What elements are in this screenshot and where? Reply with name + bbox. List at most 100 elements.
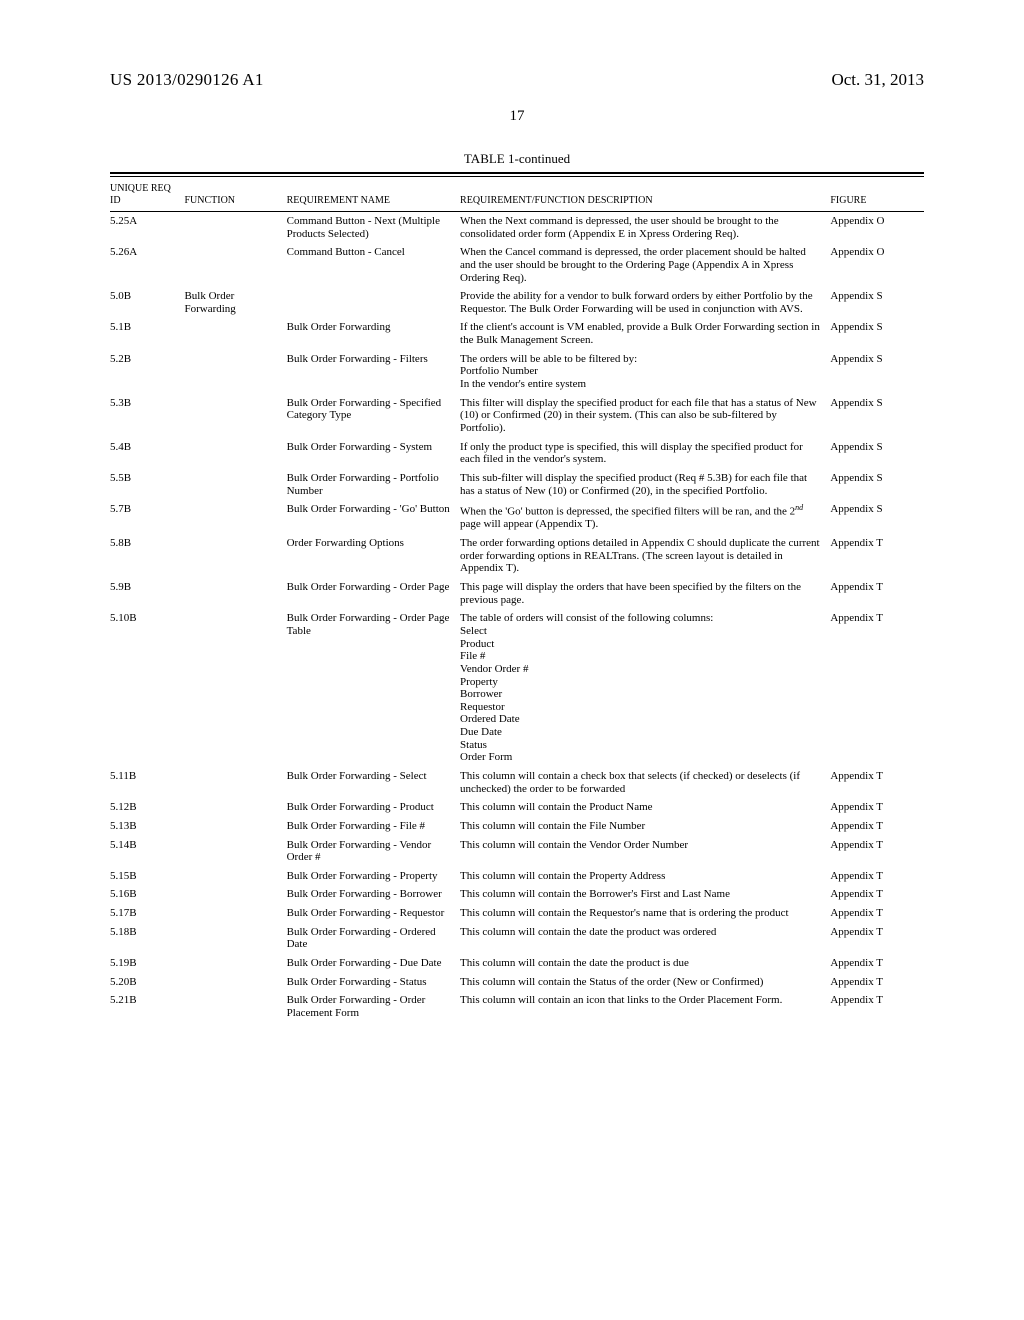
col-header-func: FUNCTION xyxy=(184,179,286,212)
col-header-desc: REQUIREMENT/FUNCTION DESCRIPTION xyxy=(460,179,830,212)
cell-figure: Appendix T xyxy=(830,923,924,954)
cell-req-id: 5.12B xyxy=(110,798,184,817)
cell-req-id: 5.20B xyxy=(110,973,184,992)
cell-function: Bulk Order Forwarding xyxy=(184,287,286,318)
cell-function xyxy=(184,350,286,394)
cell-req-id: 5.9B xyxy=(110,578,184,609)
cell-figure: Appendix T xyxy=(830,817,924,836)
cell-requirement-name: Bulk Order Forwarding xyxy=(287,318,460,349)
cell-figure: Appendix S xyxy=(830,287,924,318)
cell-function xyxy=(184,954,286,973)
cell-figure: Appendix T xyxy=(830,867,924,886)
cell-figure: Appendix T xyxy=(830,609,924,767)
cell-description: When the Next command is depressed, the … xyxy=(460,212,830,244)
cell-description: This filter will display the specified p… xyxy=(460,394,830,438)
cell-requirement-name: Bulk Order Forwarding - File # xyxy=(287,817,460,836)
cell-req-id: 5.25A xyxy=(110,212,184,244)
cell-function xyxy=(184,836,286,867)
table-row: 5.13B Bulk Order Forwarding - File #This … xyxy=(110,817,924,836)
table-row: 5.11B Bulk Order Forwarding - SelectThis … xyxy=(110,767,924,798)
cell-description: This page will display the orders that h… xyxy=(460,578,830,609)
cell-function xyxy=(184,394,286,438)
table-row: 5.17B Bulk Order Forwarding - RequestorTh… xyxy=(110,904,924,923)
table-title: TABLE 1-continued xyxy=(110,151,924,167)
cell-description: This column will contain the date the pr… xyxy=(460,954,830,973)
table-row: 5.16BBulk Order Forwarding - BorrowerThi… xyxy=(110,885,924,904)
cell-description: This column will contain an icon that li… xyxy=(460,991,830,1022)
publication-number: US 2013/0290126 A1 xyxy=(110,70,264,90)
table-row: 5.21BBulk Order Forwarding - Order Place… xyxy=(110,991,924,1022)
cell-requirement-name: Bulk Order Forwarding - Property xyxy=(287,867,460,886)
cell-function xyxy=(184,923,286,954)
table-row: 5.0BBulk Order Forwarding Provide the abi… xyxy=(110,287,924,318)
cell-description: When the Cancel command is depressed, th… xyxy=(460,243,830,287)
cell-figure: Appendix T xyxy=(830,798,924,817)
cell-figure: Appendix S xyxy=(830,318,924,349)
cell-req-id: 5.7B xyxy=(110,500,184,534)
table-row: 5.18BBulk Order Forwarding - Ordered Dat… xyxy=(110,923,924,954)
table-row: 5.9B Bulk Order Forwarding - Order PageTh… xyxy=(110,578,924,609)
cell-requirement-name: Order Forwarding Options xyxy=(287,534,460,578)
cell-req-id: 5.5B xyxy=(110,469,184,500)
cell-function xyxy=(184,243,286,287)
cell-req-id: 5.0B xyxy=(110,287,184,318)
cell-figure: Appendix T xyxy=(830,534,924,578)
cell-req-id: 5.8B xyxy=(110,534,184,578)
cell-requirement-name: Bulk Order Forwarding - Status xyxy=(287,973,460,992)
table-row: 5.19B Bulk Order Forwarding - Due DateThi… xyxy=(110,954,924,973)
table-row: 5.12B Bulk Order Forwarding - ProductThis… xyxy=(110,798,924,817)
table-row: 5.4B Bulk Order Forwarding - SystemIf onl… xyxy=(110,438,924,469)
publication-date: Oct. 31, 2013 xyxy=(831,70,924,90)
cell-description: If only the product type is specified, t… xyxy=(460,438,830,469)
col-header-rname: REQUIREMENT NAME xyxy=(287,179,460,212)
cell-requirement-name: Command Button - Next (Multiple Products… xyxy=(287,212,460,244)
cell-function xyxy=(184,318,286,349)
cell-description: If the client's account is VM enabled, p… xyxy=(460,318,830,349)
cell-function xyxy=(184,798,286,817)
cell-figure: Appendix T xyxy=(830,991,924,1022)
cell-requirement-name: Bulk Order Forwarding - Select xyxy=(287,767,460,798)
cell-description: This column will contain the Vendor Orde… xyxy=(460,836,830,867)
cell-requirement-name: Bulk Order Forwarding - System xyxy=(287,438,460,469)
requirements-table: UNIQUE REQ ID FUNCTION REQUIREMENT NAME … xyxy=(110,179,924,1023)
cell-req-id: 5.15B xyxy=(110,867,184,886)
table-row: 5.25A Command Button - Next (Multiple Pro… xyxy=(110,212,924,244)
table-row: 5.14BBulk Order Forwarding - Vendor Orde… xyxy=(110,836,924,867)
cell-figure: Appendix O xyxy=(830,212,924,244)
cell-requirement-name: Bulk Order Forwarding - Filters xyxy=(287,350,460,394)
cell-requirement-name: Bulk Order Forwarding - Order Page xyxy=(287,578,460,609)
cell-figure: Appendix O xyxy=(830,243,924,287)
cell-req-id: 5.10B xyxy=(110,609,184,767)
cell-description: The orders will be able to be filtered b… xyxy=(460,350,830,394)
cell-requirement-name: Bulk Order Forwarding - Due Date xyxy=(287,954,460,973)
cell-req-id: 5.11B xyxy=(110,767,184,798)
cell-req-id: 5.19B xyxy=(110,954,184,973)
cell-req-id: 5.17B xyxy=(110,904,184,923)
cell-function xyxy=(184,578,286,609)
cell-description: This column will contain the Requestor's… xyxy=(460,904,830,923)
table-row: 5.10BBulk Order Forwarding - Order Page … xyxy=(110,609,924,767)
cell-description: This column will contain the Borrower's … xyxy=(460,885,830,904)
cell-description: This column will contain the Product Nam… xyxy=(460,798,830,817)
cell-req-id: 5.26A xyxy=(110,243,184,287)
cell-figure: Appendix S xyxy=(830,469,924,500)
cell-requirement-name: Bulk Order Forwarding - Requestor xyxy=(287,904,460,923)
cell-req-id: 5.2B xyxy=(110,350,184,394)
col-header-fig: FIGURE xyxy=(830,179,924,212)
table-head: UNIQUE REQ ID FUNCTION REQUIREMENT NAME … xyxy=(110,179,924,212)
cell-description: This column will contain the Property Ad… xyxy=(460,867,830,886)
cell-function xyxy=(184,885,286,904)
cell-figure: Appendix T xyxy=(830,954,924,973)
cell-requirement-name: Bulk Order Forwarding - Product xyxy=(287,798,460,817)
cell-function xyxy=(184,212,286,244)
cell-description: This column will contain the File Number xyxy=(460,817,830,836)
cell-req-id: 5.13B xyxy=(110,817,184,836)
cell-function xyxy=(184,904,286,923)
cell-description: This column will contain a check box tha… xyxy=(460,767,830,798)
cell-function xyxy=(184,817,286,836)
cell-figure: Appendix T xyxy=(830,767,924,798)
cell-figure: Appendix T xyxy=(830,885,924,904)
cell-description: Provide the ability for a vendor to bulk… xyxy=(460,287,830,318)
cell-req-id: 5.4B xyxy=(110,438,184,469)
table-row: 5.2B Bulk Order Forwarding - FiltersThe o… xyxy=(110,350,924,394)
